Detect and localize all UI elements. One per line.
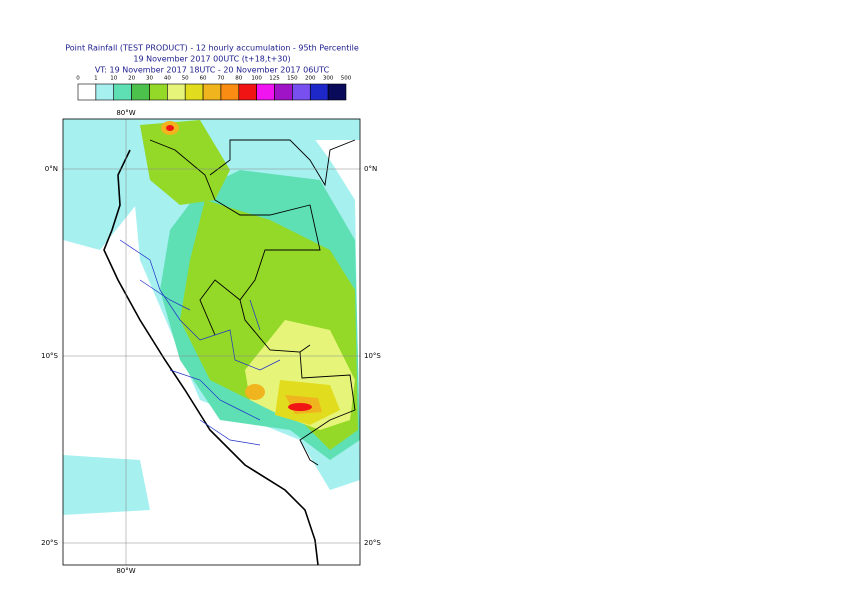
subtitle-line: 19 November 2017 00UTC (t+18,t+30) [133, 55, 290, 64]
lat-label: 0°N [45, 165, 58, 173]
colorbar-label: 80 [235, 76, 242, 82]
colorbar-label: 40 [164, 76, 171, 82]
borders [149, 139, 356, 466]
colorbar: 0 1 10 20 30 40 50 60 70 80 100 125 150 200 300 500 [76, 76, 352, 101]
rain-max [166, 125, 174, 131]
color-swatch [292, 83, 311, 101]
color-swatch [327, 83, 347, 101]
coastline [103, 149, 319, 565]
rain-field [140, 120, 230, 205]
rain-max [288, 403, 312, 411]
colorbar-label: 1 [94, 76, 98, 82]
colorbar-label: 150 [287, 76, 298, 82]
valid-time: VT: 19 November 2017 18UTC - 20 November… [95, 66, 330, 75]
lat-label: 20°S [364, 539, 381, 547]
regional-borders [119, 239, 281, 446]
color-swatch [167, 83, 186, 101]
color-swatch [149, 83, 168, 101]
lat-label: 0°N [364, 165, 377, 173]
lon-label: 80°W [116, 567, 135, 575]
color-swatch [95, 83, 115, 101]
colorbar-label: 20 [128, 76, 135, 82]
colorbar-label: 200 [305, 76, 316, 82]
color-swatch [202, 83, 222, 101]
colorbar-label: 30 [146, 76, 153, 82]
color-swatch [131, 83, 150, 101]
lat-label: 10°S [41, 352, 58, 360]
lat-label: 20°S [41, 539, 58, 547]
color-swatch [256, 83, 275, 101]
colorbar-label: 300 [323, 76, 334, 82]
color-swatch [274, 83, 293, 101]
colorbar-label: 70 [217, 76, 224, 82]
color-swatch [220, 83, 240, 101]
color-swatch [113, 83, 132, 101]
map: 80°W 80°W 0°N 0°N 10°S 10°S 20°S 20°S [41, 109, 381, 575]
colorbar-label: 125 [269, 76, 280, 82]
title-line: Point Rainfall (TEST PRODUCT) - 12 hourl… [65, 44, 359, 53]
color-swatch [184, 83, 204, 101]
colorbar-label: 0 [76, 76, 80, 82]
colorbar-label: 100 [251, 76, 262, 82]
color-swatch [238, 83, 257, 101]
colorbar-label: 500 [341, 76, 352, 82]
map-frame [62, 118, 361, 566]
colorbar-label: 50 [182, 76, 189, 82]
colorbar-label: 10 [110, 76, 117, 82]
lon-label: 80°W [116, 109, 135, 117]
color-swatch [77, 83, 97, 101]
color-swatch [309, 83, 329, 101]
lat-label: 10°S [364, 352, 381, 360]
colorbar-label: 60 [200, 76, 207, 82]
rain-max [245, 384, 265, 400]
rain-field [63, 455, 150, 515]
